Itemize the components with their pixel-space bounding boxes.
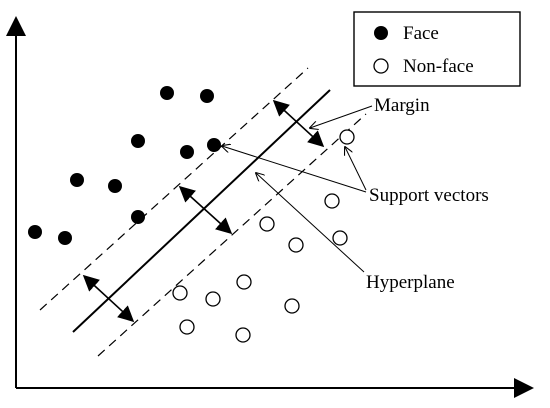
nonface-point [332,230,348,246]
margin-arrows [82,99,325,323]
face-points [28,86,221,245]
margin-arrow [82,274,135,323]
nonface-points [172,129,355,343]
nonface-point [236,274,252,290]
face-point [108,179,122,193]
margin-label: Margin [374,95,430,116]
face-point [70,173,84,187]
legend-face-marker [374,26,388,40]
face-point [28,225,42,239]
nonface-point [284,298,300,314]
nonface-point [259,216,275,232]
separators [39,67,367,357]
legend-nonface-label: Non-face [403,56,474,77]
legend-face-label: Face [403,23,439,44]
nonface-point [205,291,221,307]
hyperplane-line [72,89,331,333]
annotation-pointers [222,105,373,273]
support-vector-pointer [222,146,367,193]
legend: Face Non-face [353,11,521,87]
face-point [131,134,145,148]
margin-arrow [178,185,233,235]
upper-margin-line [39,67,309,311]
legend-nonface-marker [373,58,389,74]
legend-box [353,11,521,87]
hyperplane-pointer [256,173,365,273]
face-point [131,210,145,224]
face-point [58,231,72,245]
nonface-point [324,193,340,209]
nonface-point [235,327,251,343]
nonface-point [179,319,195,335]
face-point [200,89,214,103]
hyperplane-label: Hyperplane [366,272,455,293]
nonface-point [288,237,304,253]
face-point [180,145,194,159]
face-point [160,86,174,100]
lower-margin-line [97,113,367,357]
margin-arrow [272,99,325,148]
face-point-support-vector [207,138,221,152]
nonface-point-support-vector [339,129,355,145]
support-vector-pointer [345,147,367,191]
axes [5,16,534,398]
margin-pointer [310,105,373,128]
support-vectors-label: Support vectors [369,185,489,206]
nonface-point [172,285,188,301]
